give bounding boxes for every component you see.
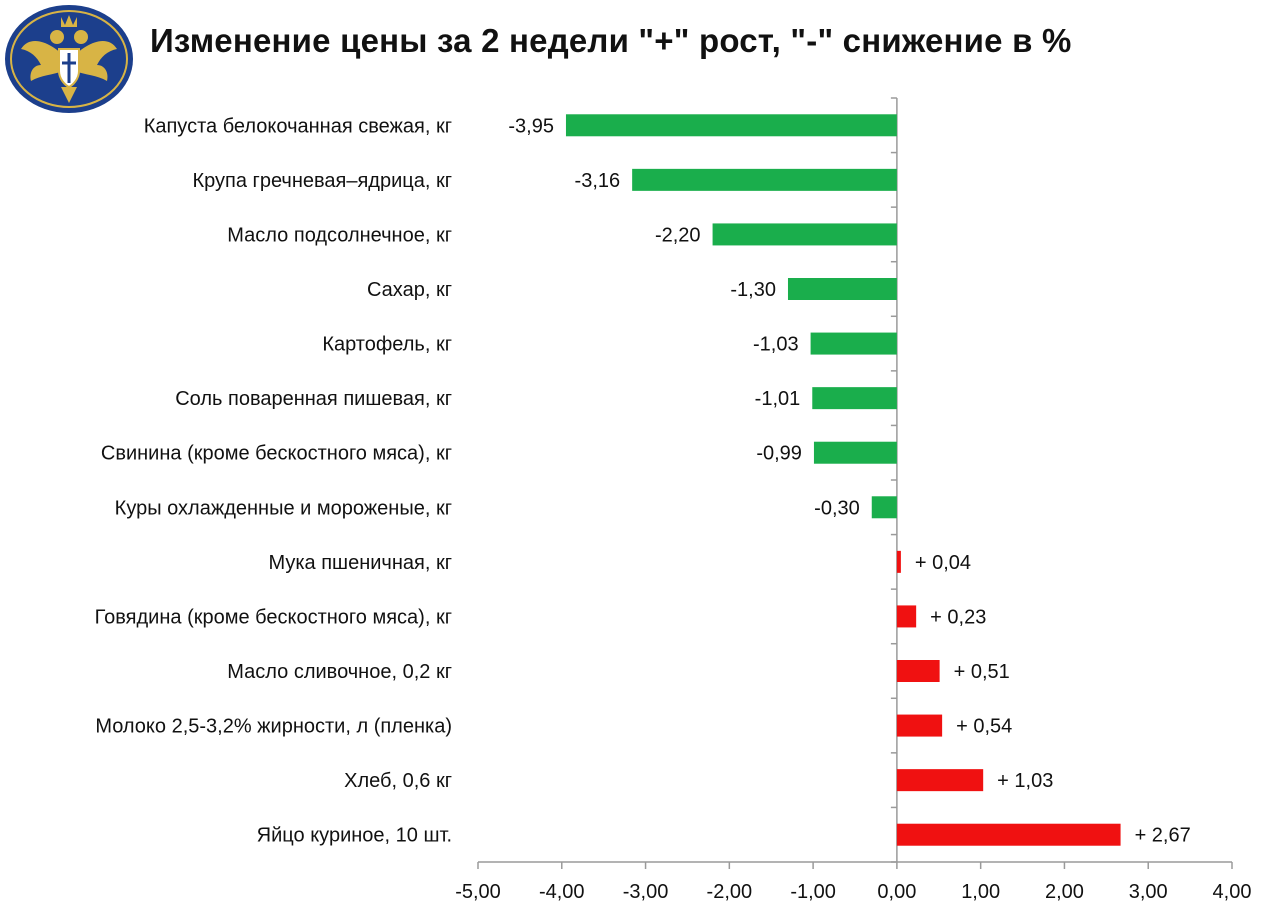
x-tick-label: 4,00: [1213, 881, 1252, 903]
category-label: Яйцо куриное, 10 шт.: [257, 825, 452, 847]
category-label: Свинина (кроме бескостного мяса), кг: [101, 443, 452, 465]
x-tick-label: -5,00: [455, 881, 501, 903]
bar: [871, 496, 897, 519]
data-label: -0,99: [756, 443, 802, 465]
category-label: Масло сливочное, 0,2 кг: [227, 661, 452, 683]
x-tick-label: -4,00: [539, 881, 585, 903]
data-label: -1,01: [755, 388, 801, 410]
bar: [812, 387, 897, 410]
category-label: Молоко 2,5-3,2% жирности, л (пленка): [95, 716, 452, 738]
category-label: Хлеб, 0,6 кг: [344, 770, 452, 792]
bar: [896, 823, 1121, 846]
data-label: -3,16: [575, 170, 621, 192]
double-headed-eagle-emblem-icon: [5, 5, 133, 113]
data-label: + 0,51: [954, 661, 1010, 683]
category-label: Масло подсолнечное, кг: [227, 224, 452, 246]
bar: [712, 223, 897, 246]
x-tick-label: 3,00: [1129, 881, 1168, 903]
data-label: -2,20: [655, 224, 701, 246]
category-label: Говядина (кроме бескостного мяса), кг: [95, 606, 452, 628]
bar: [896, 550, 901, 573]
chart-title: Изменение цены за 2 недели "+" рост, "-"…: [150, 22, 1072, 59]
category-label: Крупа гречневая–ядрица, кг: [192, 170, 452, 192]
data-label: -1,03: [753, 334, 799, 356]
data-label: + 0,04: [915, 552, 971, 574]
bar: [896, 769, 984, 792]
x-tick-label: -2,00: [707, 881, 753, 903]
category-label: Мука пшеничная, кг: [268, 552, 452, 574]
data-label: + 0,54: [956, 716, 1012, 738]
bar: [787, 278, 897, 300]
data-label: + 2,67: [1135, 825, 1191, 847]
bar: [896, 605, 917, 628]
category-label: Капуста белокочанная свежая, кг: [144, 115, 452, 137]
category-label: Соль поваренная пишевая, кг: [175, 388, 452, 410]
x-tick-label: 1,00: [961, 881, 1000, 903]
data-label: + 1,03: [997, 770, 1053, 792]
bar: [565, 114, 897, 137]
emblem-logo: [3, 3, 135, 115]
data-label: + 0,23: [930, 606, 986, 628]
bar: [632, 168, 897, 191]
data-label: -3,95: [508, 115, 554, 137]
x-tick-label: 0,00: [877, 881, 916, 903]
bar: [810, 332, 897, 355]
category-label: Картофель, кг: [322, 334, 452, 356]
data-label: -1,30: [730, 279, 776, 301]
category-label: Сахар, кг: [367, 279, 452, 301]
data-label: -0,30: [814, 497, 860, 519]
x-tick-label: 2,00: [1045, 881, 1084, 903]
bar: [813, 441, 897, 464]
bar: [896, 714, 943, 737]
x-tick-label: -1,00: [790, 881, 836, 903]
bar: [896, 660, 940, 682]
category-label: Куры охлажденные и мороженые, кг: [115, 497, 452, 519]
x-tick-label: -3,00: [623, 881, 669, 903]
